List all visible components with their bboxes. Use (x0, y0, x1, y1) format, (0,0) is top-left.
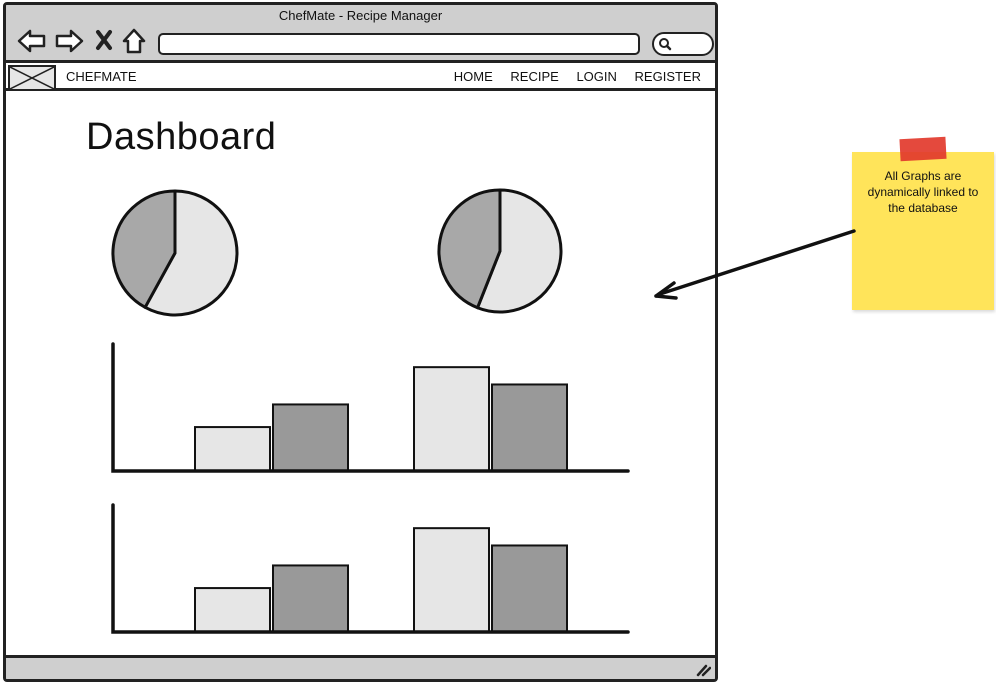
pie-slice (111, 189, 177, 309)
callout-arrow-icon (654, 229, 856, 300)
pie-slice (143, 189, 239, 317)
nav-link-login[interactable]: LOGIN (576, 69, 617, 84)
back-icon[interactable] (17, 29, 46, 53)
chart-axes (111, 503, 630, 634)
forward-icon[interactable] (55, 29, 84, 53)
home-icon[interactable] (122, 28, 146, 54)
nav-links: HOME RECIPE LOGIN REGISTER (440, 69, 701, 84)
bar (491, 383, 568, 472)
search-icon (659, 38, 672, 51)
brand-name[interactable]: CHEFMATE (66, 69, 137, 84)
sticky-note: All Graphs are dynamically linked to the… (852, 136, 994, 310)
bar (272, 403, 349, 472)
bar (413, 366, 490, 473)
navbar: CHEFMATE HOME RECIPE LOGIN REGISTER (6, 63, 715, 91)
bar (413, 527, 490, 633)
bar (272, 564, 349, 633)
browser-window: ChefMate - Recipe Manager (3, 2, 718, 682)
window-title: ChefMate - Recipe Manager (278, 8, 443, 23)
stop-icon[interactable] (96, 30, 112, 50)
status-bar (6, 655, 715, 679)
bar (491, 544, 568, 633)
address-bar[interactable] (158, 33, 640, 55)
nav-link-home[interactable]: HOME (453, 69, 493, 84)
bar (194, 587, 271, 633)
navigation-controls (17, 28, 146, 54)
sticky-note-text: All Graphs are dynamically linked to the… (867, 169, 979, 215)
search-input[interactable] (652, 32, 714, 56)
chart-axes (111, 342, 630, 473)
bar (194, 426, 271, 473)
nav-link-register[interactable]: REGISTER (634, 69, 701, 84)
tape (899, 136, 947, 162)
resize-grip-icon[interactable] (695, 663, 711, 677)
logo-placeholder-icon (8, 65, 56, 91)
pie-slice (476, 188, 563, 314)
pie-slice (437, 188, 502, 310)
title-bar: ChefMate - Recipe Manager (6, 5, 715, 63)
page-title: Dashboard (86, 116, 277, 158)
nav-link-recipe[interactable]: RECIPE (510, 69, 559, 84)
